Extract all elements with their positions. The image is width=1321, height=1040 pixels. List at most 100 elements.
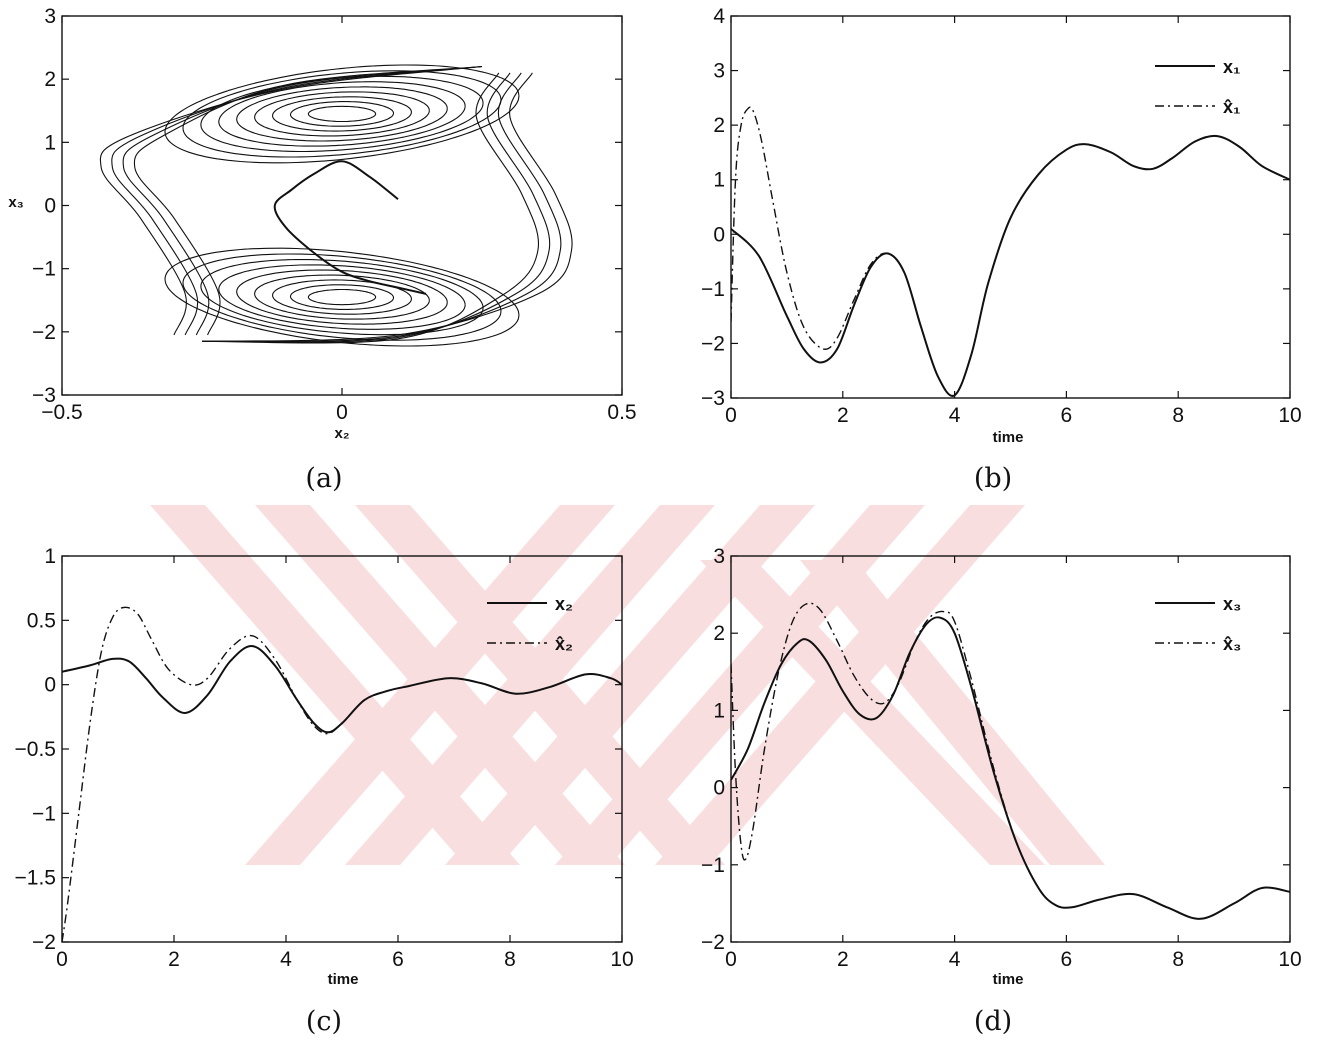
attractor-loop — [307, 288, 377, 306]
legend-label: x̂₁ — [1223, 97, 1240, 117]
series-line-dashdot — [731, 602, 1290, 920]
attractor-loop — [200, 75, 484, 153]
watermark-stripe-5 — [445, 505, 815, 865]
attractor-loop — [289, 284, 395, 310]
attractor-sweep — [201, 72, 540, 344]
plot-area — [99, 64, 573, 347]
x-tick-label: 4 — [949, 948, 961, 971]
y-tick-label: 2 — [44, 68, 56, 91]
x-tick-label: 10 — [1278, 948, 1301, 971]
x-tick-label: 0 — [336, 401, 348, 424]
series-line-solid — [62, 645, 622, 734]
plot-area — [62, 606, 622, 942]
x-tick-label: 0.5 — [607, 401, 636, 424]
caption-c: (c) — [306, 1006, 342, 1037]
x-tick-label: 0 — [725, 948, 737, 971]
attractor-loop — [272, 96, 412, 132]
attractor-loop — [164, 64, 520, 164]
y-tick-label: −0.5 — [15, 738, 56, 761]
series-line-dashdot — [731, 106, 1290, 397]
x-tick-label: 0 — [56, 948, 68, 971]
panel-a-phase-portrait: −0.5 0 0.5 −3 −2 −1 0 1 2 3 x₂ x₃ — [8, 5, 636, 442]
x-axis-label: time — [993, 429, 1024, 446]
y-axis-label: x₃ — [8, 194, 23, 211]
x-tick-label: 2 — [837, 404, 849, 427]
attractor-loop — [236, 269, 448, 325]
y-tick-label: −1 — [701, 278, 725, 301]
attractor-sweep — [201, 72, 573, 342]
legend: x₂ x̂₂ — [487, 594, 573, 654]
y-tick-label: 0 — [713, 223, 725, 246]
attractor-loop — [236, 86, 448, 142]
watermark-stripe-8 — [700, 560, 1045, 865]
attractor-loop — [254, 274, 430, 320]
y-tick-label: 2 — [713, 114, 725, 137]
y-tick-label: 2 — [713, 622, 725, 645]
y-tick-label: 3 — [44, 5, 56, 28]
x-tick-label: 8 — [1172, 948, 1184, 971]
x-tick-label: 6 — [1061, 404, 1073, 427]
x-tick-label: 10 — [1278, 404, 1301, 427]
x-tick-label: 6 — [392, 948, 404, 971]
caption-a: (a) — [305, 463, 342, 494]
attractor-loop — [164, 247, 520, 347]
y-tick-label: 1 — [44, 545, 56, 568]
y-tick-label: −3 — [701, 387, 725, 410]
x-tick-label: 4 — [949, 404, 961, 427]
attractor-sweep — [122, 65, 483, 336]
y-tick-label: 1 — [713, 169, 725, 192]
y-tick-label: −1 — [32, 802, 56, 825]
plot-frame — [730, 555, 1291, 943]
y-tick-label: −2 — [32, 931, 56, 954]
x-tick-label: −0.5 — [41, 401, 82, 424]
y-tick-label: −2 — [701, 931, 725, 954]
y-tick-label: −2 — [32, 321, 56, 344]
x-tick-label: 10 — [610, 948, 633, 971]
legend: x₃ x̂₃ — [1155, 594, 1241, 654]
plot-frame — [730, 15, 1291, 399]
caption-b: (b) — [974, 463, 1012, 494]
panel-b-x1-time-series: 0 2 4 6 8 10 −3 −2 −1 0 1 2 3 4 time x₁ x̂₁ — [701, 5, 1302, 446]
plot-frame — [61, 555, 623, 943]
x-axis-label: x₂ — [334, 425, 349, 442]
attractor-loop — [218, 81, 466, 147]
y-tick-label: −1 — [32, 258, 56, 281]
legend-label: x̂₂ — [555, 634, 573, 654]
attractor-loop — [200, 258, 484, 336]
x-tick-label: 2 — [168, 948, 180, 971]
y-tick-label: 3 — [713, 60, 725, 83]
watermark-stripe-9 — [800, 560, 1105, 865]
x-tick-label: 8 — [504, 948, 516, 971]
legend-label: x₃ — [1223, 594, 1241, 614]
x-tick-label: 0 — [725, 404, 737, 427]
y-tick-label: 4 — [713, 5, 725, 28]
attractor-loop — [307, 105, 377, 123]
y-tick-label: −1.5 — [15, 867, 56, 890]
series-line-solid — [273, 160, 427, 295]
x-tick-label: 2 — [837, 948, 849, 971]
plot-area — [731, 602, 1290, 920]
x-tick-label: 6 — [1061, 948, 1073, 971]
y-tick-label: 1 — [713, 699, 725, 722]
panel-d-x3-time-series: 0 2 4 6 8 10 −2 −1 0 1 2 3 time x₃ x̂₃ — [701, 545, 1302, 988]
y-tick-label: −1 — [701, 854, 725, 877]
attractor-loop — [218, 264, 466, 330]
y-tick-label: −2 — [701, 332, 725, 355]
watermark-stripe-3 — [245, 505, 615, 865]
attractor-sweep — [133, 65, 483, 336]
caption-d: (d) — [974, 1006, 1012, 1037]
y-tick-label: 3 — [713, 545, 725, 568]
plot-area — [731, 106, 1290, 397]
x-tick-label: 8 — [1172, 404, 1184, 427]
x-axis-label: time — [328, 971, 359, 988]
y-tick-label: 0 — [44, 674, 56, 697]
x-axis-label: time — [993, 971, 1024, 988]
attractor-sweep — [201, 72, 562, 343]
y-tick-label: 0 — [44, 195, 56, 218]
attractor-loop — [254, 91, 430, 137]
x-tick-label: 4 — [280, 948, 292, 971]
attractor-sweep — [201, 72, 551, 343]
watermark-logo — [150, 505, 1105, 865]
attractor-sweep — [99, 65, 483, 336]
